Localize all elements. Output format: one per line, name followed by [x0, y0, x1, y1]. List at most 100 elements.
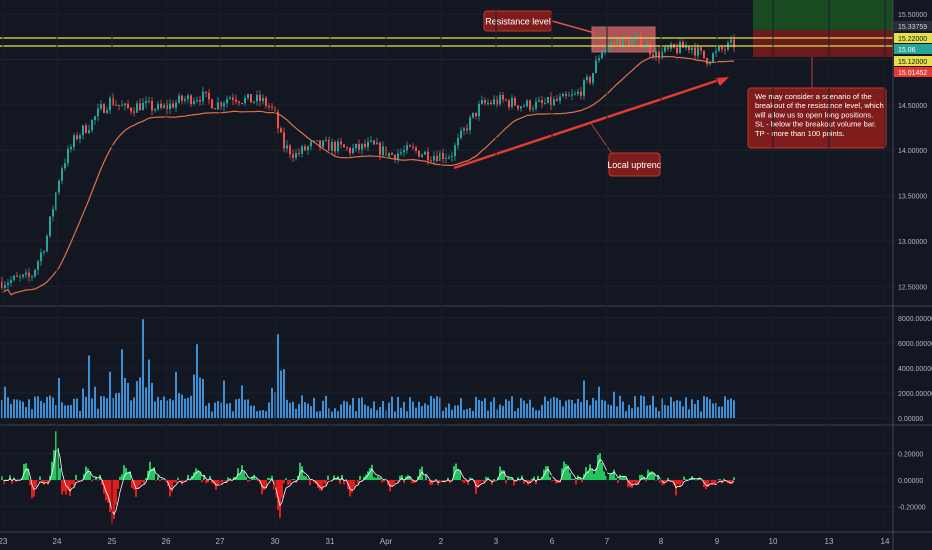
volume-bar	[508, 401, 510, 418]
price-tick-label: 13.00000	[898, 239, 927, 246]
oscillator-bar	[221, 480, 223, 483]
badge-resistance-lower	[894, 56, 932, 66]
oscillator-bar	[247, 480, 249, 482]
price-candle	[181, 95, 183, 101]
price-badges: 15.33759 15.22000 15.06 15.12000 15.0145…	[894, 21, 932, 77]
oscillator-bar	[153, 467, 155, 480]
price-candle	[58, 180, 60, 193]
oscillator-bar	[715, 480, 717, 485]
volume-bar	[1, 400, 3, 418]
volume-bar	[541, 404, 543, 418]
time-tick-label: 26	[162, 537, 171, 546]
volume-bar	[658, 411, 660, 418]
oscillator-bar	[693, 478, 695, 480]
volume-bar	[214, 402, 216, 418]
price-candle	[286, 145, 288, 149]
price-candle	[367, 141, 369, 148]
price-candle	[421, 154, 423, 157]
price-candle	[400, 152, 402, 154]
volume-bar	[517, 408, 519, 418]
price-candle	[184, 99, 186, 101]
price-candle	[334, 141, 336, 152]
price-candle	[574, 93, 576, 95]
volume-bar	[415, 407, 417, 418]
oscillator-bar	[567, 465, 569, 480]
oscillator-bar	[47, 480, 49, 485]
oscillator-bar	[11, 480, 13, 484]
price-candle	[352, 148, 354, 154]
volume-bar	[430, 396, 432, 418]
price-candle	[103, 104, 105, 113]
volume-bar	[502, 405, 504, 418]
price-candle	[196, 100, 198, 102]
volume-bar	[139, 377, 141, 418]
price-candle	[277, 111, 279, 129]
volume-bar	[718, 406, 720, 418]
scenario-note-text: We may consider a scenario of thebreakou…	[754, 92, 884, 138]
price-candle	[169, 103, 171, 110]
price-candle	[64, 163, 66, 169]
volume-bar	[244, 399, 246, 418]
volume-bar	[271, 387, 273, 418]
badge-high-text: 15.33759	[898, 24, 927, 31]
volume-bar	[316, 411, 318, 418]
oscillator-bar	[631, 480, 633, 488]
volume-bar	[550, 398, 552, 418]
volume-bar	[337, 411, 339, 418]
price-candle	[61, 168, 63, 181]
volume-bar	[283, 369, 285, 418]
volume-bar	[262, 410, 264, 418]
price-candle	[520, 106, 522, 109]
oscillator-pane	[0, 431, 893, 524]
oscillator-bar	[733, 477, 735, 480]
price-candle	[160, 103, 162, 108]
oscillator-bar	[579, 477, 581, 480]
oscillator-bar	[55, 431, 57, 480]
oscillator-bar	[645, 480, 647, 482]
oscillator-bar	[483, 480, 485, 484]
price-candle	[610, 42, 612, 47]
volume-bar	[487, 410, 489, 418]
price-candle	[589, 76, 591, 83]
volume-bar	[43, 402, 45, 418]
volume-bar	[607, 404, 609, 418]
volume-bar	[247, 399, 249, 418]
oscillator-bar	[171, 480, 173, 492]
oscillator-bar	[677, 480, 679, 485]
oscillator-bar	[641, 474, 643, 480]
oscillator-bar	[289, 480, 291, 484]
price-tick-label: 12.50000	[898, 284, 927, 291]
price-candle	[601, 52, 603, 59]
volume-bar	[160, 400, 162, 418]
volume-tick-label: 6000.00000	[898, 341, 932, 348]
oscillator-bar	[679, 480, 681, 487]
oscillator-bar	[707, 480, 709, 488]
price-candle	[457, 137, 459, 146]
volume-bar	[490, 401, 492, 418]
oscillator-bar	[59, 468, 61, 480]
volume-bar	[133, 397, 135, 418]
oscillator-bar	[285, 478, 287, 480]
volume-bar	[313, 397, 315, 418]
price-candle	[562, 93, 564, 97]
price-candle	[88, 130, 90, 133]
volume-bar	[301, 395, 303, 418]
oscillator-bar	[723, 478, 725, 480]
stop-loss-zone	[753, 30, 893, 57]
volume-bar	[700, 411, 702, 418]
oscillator-bar	[535, 480, 537, 485]
oscillator-bar	[325, 480, 327, 486]
oscillator-bar	[283, 480, 285, 484]
volume-bar	[376, 410, 378, 418]
volume-bar	[682, 406, 684, 418]
price-candle	[178, 95, 180, 103]
volume-bar	[688, 409, 690, 418]
volume-bar	[640, 395, 642, 418]
price-candle	[643, 46, 645, 48]
volume-bar	[178, 393, 180, 418]
volume-bar	[223, 380, 225, 418]
volume-bar	[379, 407, 381, 418]
oscillator-bar	[333, 475, 335, 480]
oscillator-bar	[179, 480, 181, 481]
price-candle	[226, 99, 228, 104]
